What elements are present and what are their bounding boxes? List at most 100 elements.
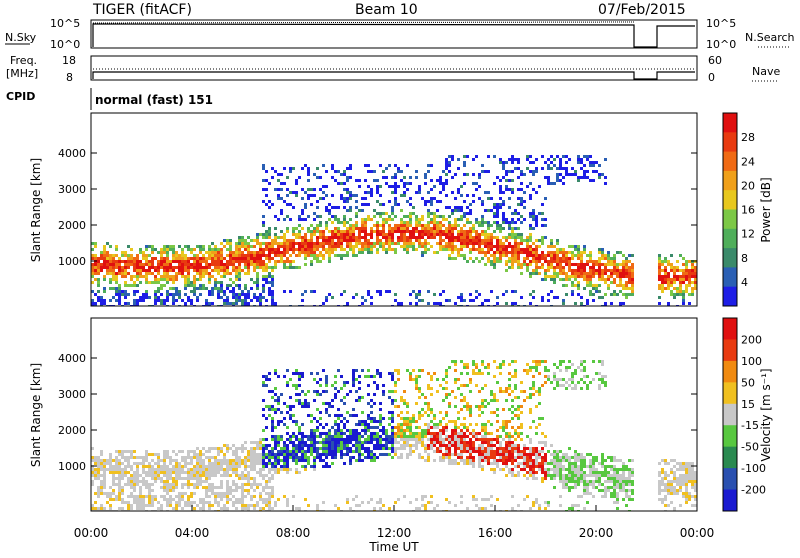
power-cell xyxy=(295,227,298,230)
velocity-cell xyxy=(421,393,424,396)
power-cell xyxy=(100,257,103,260)
velocity-cell xyxy=(493,456,496,459)
power-cell xyxy=(373,209,376,212)
power-cell xyxy=(664,278,667,281)
power-cell xyxy=(283,260,286,263)
power-cell xyxy=(262,260,265,263)
power-cell xyxy=(163,257,166,260)
velocity-cell xyxy=(436,447,439,450)
power-cell xyxy=(436,209,439,212)
power-cell xyxy=(685,275,688,278)
power-cell xyxy=(400,302,403,305)
velocity-cell xyxy=(511,411,514,414)
velocity-cell xyxy=(265,375,268,378)
power-cell xyxy=(577,254,580,257)
velocity-cell xyxy=(304,453,307,456)
power-cell xyxy=(484,299,487,302)
velocity-cell xyxy=(478,462,481,465)
power-cell xyxy=(604,272,607,275)
power-cell xyxy=(520,197,523,200)
power-cell xyxy=(439,233,442,236)
power-cell xyxy=(316,167,319,170)
velocity-cell xyxy=(445,450,448,453)
velocity-cell xyxy=(235,486,238,489)
velocity-cell xyxy=(463,441,466,444)
velocity-cell xyxy=(112,489,115,492)
velocity-cell xyxy=(406,429,409,432)
power-cell xyxy=(394,242,397,245)
power-cell xyxy=(187,257,190,260)
velocity-cell xyxy=(226,471,229,474)
power-cell xyxy=(172,296,175,299)
velocity-cell xyxy=(394,450,397,453)
velocity-cell xyxy=(448,447,451,450)
power-cell xyxy=(502,212,505,215)
velocity-cell xyxy=(457,462,460,465)
velocity-cell xyxy=(109,486,112,489)
velocity-cell xyxy=(349,438,352,441)
velocity-cell xyxy=(466,384,469,387)
power-cell xyxy=(175,260,178,263)
velocity-cell xyxy=(169,498,172,501)
power-cell xyxy=(394,224,397,227)
velocity-cell xyxy=(169,489,172,492)
power-cell xyxy=(331,296,334,299)
velocity-cell xyxy=(256,441,259,444)
power-cell xyxy=(247,302,250,305)
power-cell xyxy=(688,281,691,284)
velocity-cell xyxy=(232,453,235,456)
velocity-cell xyxy=(301,432,304,435)
velocity-cell xyxy=(355,399,358,402)
velocity-cell xyxy=(328,432,331,435)
power-cell xyxy=(148,281,151,284)
velocity-cell xyxy=(214,495,217,498)
power-cell xyxy=(109,269,112,272)
velocity-cell xyxy=(316,447,319,450)
power-cell xyxy=(394,197,397,200)
velocity-cell xyxy=(280,453,283,456)
power-cell xyxy=(619,278,622,281)
velocity-cell xyxy=(325,453,328,456)
power-cell xyxy=(556,167,559,170)
velocity-cell xyxy=(100,459,103,462)
velocity-cell xyxy=(214,471,217,474)
velocity-cell xyxy=(352,384,355,387)
velocity-cell xyxy=(322,369,325,372)
velocity-cell xyxy=(208,504,211,507)
velocity-cell xyxy=(478,372,481,375)
power-cell xyxy=(364,218,367,221)
velocity-cell xyxy=(346,438,349,441)
velocity-cell xyxy=(304,465,307,468)
power-cell xyxy=(232,263,235,266)
power-cell xyxy=(670,290,673,293)
power-cell xyxy=(367,239,370,242)
velocity-cell xyxy=(160,507,163,510)
velocity-cell xyxy=(325,435,328,438)
velocity-cell xyxy=(412,369,415,372)
velocity-cell xyxy=(343,381,346,384)
power-cell xyxy=(421,251,424,254)
power-cell xyxy=(190,284,193,287)
power-cell xyxy=(580,257,583,260)
velocity-cell xyxy=(466,363,469,366)
power-cell xyxy=(178,269,181,272)
power-cell xyxy=(334,248,337,251)
power-cell xyxy=(322,164,325,167)
power-cell xyxy=(619,263,622,266)
power-cell xyxy=(337,182,340,185)
velocity-cell xyxy=(187,471,190,474)
power-cell xyxy=(337,170,340,173)
velocity-cell xyxy=(487,402,490,405)
velocity-cell xyxy=(274,393,277,396)
power-cell xyxy=(169,266,172,269)
velocity-cell xyxy=(220,507,223,510)
power-cell xyxy=(142,275,145,278)
velocity-cell xyxy=(346,420,349,423)
power-cell xyxy=(472,230,475,233)
power-cell xyxy=(160,266,163,269)
power-cell xyxy=(601,263,604,266)
velocity-cell xyxy=(349,450,352,453)
velocity-cell xyxy=(94,456,97,459)
power-cell xyxy=(145,245,148,248)
velocity-cell xyxy=(505,453,508,456)
